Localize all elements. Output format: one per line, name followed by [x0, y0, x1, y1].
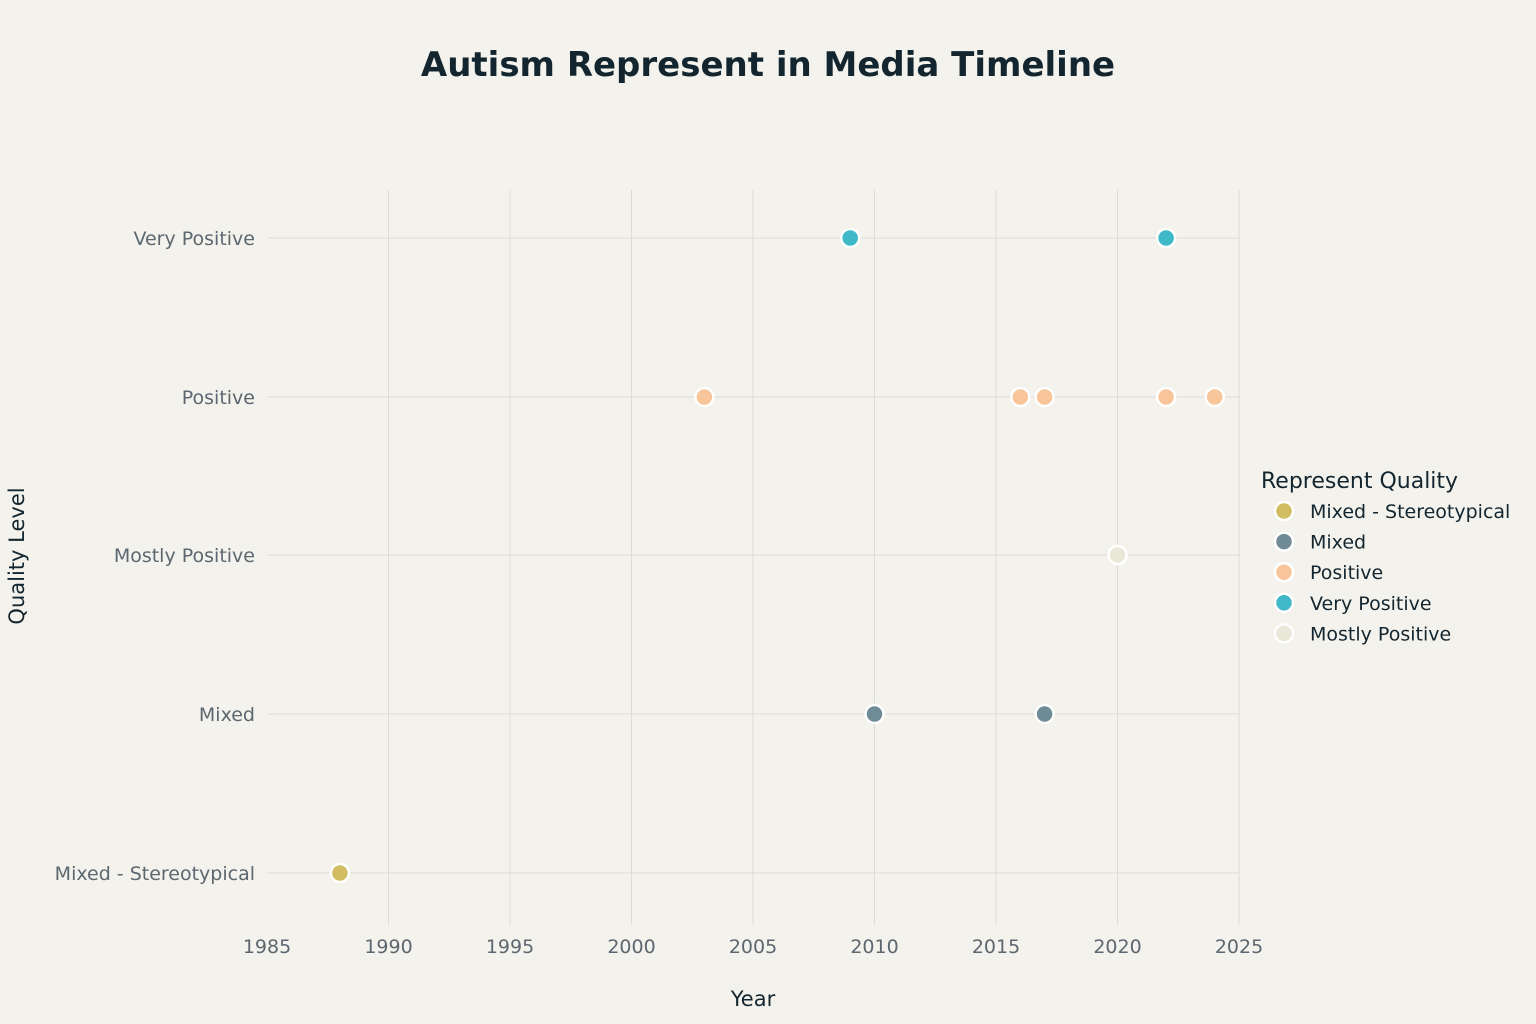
legend-label-positive: Positive: [1310, 562, 1383, 584]
point-mostly-positive-2020: [1107, 544, 1128, 566]
legend-marker-very-positive: [1273, 592, 1295, 614]
y-axis-ticks: Mixed - Stereotypical Mixed Mostly Positiv…: [55, 228, 255, 885]
point-mixed-stereotypical-1988: [329, 862, 351, 884]
point-mixed-2010: [864, 703, 885, 725]
y-tick-label-mostly-positive: Mostly Positive: [114, 545, 255, 567]
y-tick-label-mixed-stereotypical: Mixed - Stereotypical: [55, 863, 255, 885]
x-tick-label-2000: 2000: [607, 936, 655, 958]
chart-title: Autism Represent in Media Timeline: [421, 45, 1115, 85]
point-very-positive-2009: [839, 227, 861, 249]
legend-title: Represent Quality: [1261, 469, 1458, 494]
x-tick-label-2010: 2010: [850, 936, 898, 958]
point-very-positive-2022: [1155, 227, 1177, 249]
x-tick-label-2025: 2025: [1215, 936, 1263, 958]
y-tick-label-positive: Positive: [182, 387, 255, 409]
y-axis-title: Quality Level: [5, 487, 29, 624]
x-tick-label-2005: 2005: [729, 936, 777, 958]
point-positive-2017: [1034, 386, 1055, 408]
y-tick-label-very-positive: Very Positive: [133, 228, 255, 250]
x-tick-label-2020: 2020: [1093, 936, 1141, 958]
legend-marker-positive: [1273, 561, 1295, 583]
legend-label-mostly-positive: Mostly Positive: [1310, 623, 1451, 645]
point-positive-2016: [1010, 386, 1031, 408]
legend: Represent Quality Mixed - Stereotypical M…: [1261, 469, 1510, 645]
x-axis-title: Year: [730, 987, 776, 1011]
point-positive-2024: [1204, 386, 1225, 408]
point-positive-2003: [694, 386, 715, 408]
x-tick-label-1990: 1990: [364, 936, 412, 958]
grid-layer: [267, 190, 1240, 925]
x-tick-label-1985: 1985: [243, 936, 291, 958]
legend-label-mixed-stereotypical: Mixed - Stereotypical: [1310, 501, 1510, 523]
point-positive-2022: [1155, 386, 1177, 408]
legend-label-very-positive: Very Positive: [1310, 593, 1432, 615]
y-tick-label-mixed: Mixed: [199, 704, 255, 726]
point-mixed-2017: [1034, 703, 1055, 725]
x-axis-ticks: 1985 1990 1995 2000 2005 2010 2015 2020 2025: [243, 936, 1263, 958]
legend-marker-mixed-stereotypical: [1273, 500, 1295, 522]
x-tick-label-2015: 2015: [972, 936, 1020, 958]
data-points: [329, 227, 1225, 884]
legend-marker-mixed: [1273, 531, 1295, 552]
legend-label-mixed: Mixed: [1310, 532, 1366, 554]
x-tick-label-1995: 1995: [486, 936, 534, 958]
legend-marker-mostly-positive: [1273, 623, 1295, 644]
